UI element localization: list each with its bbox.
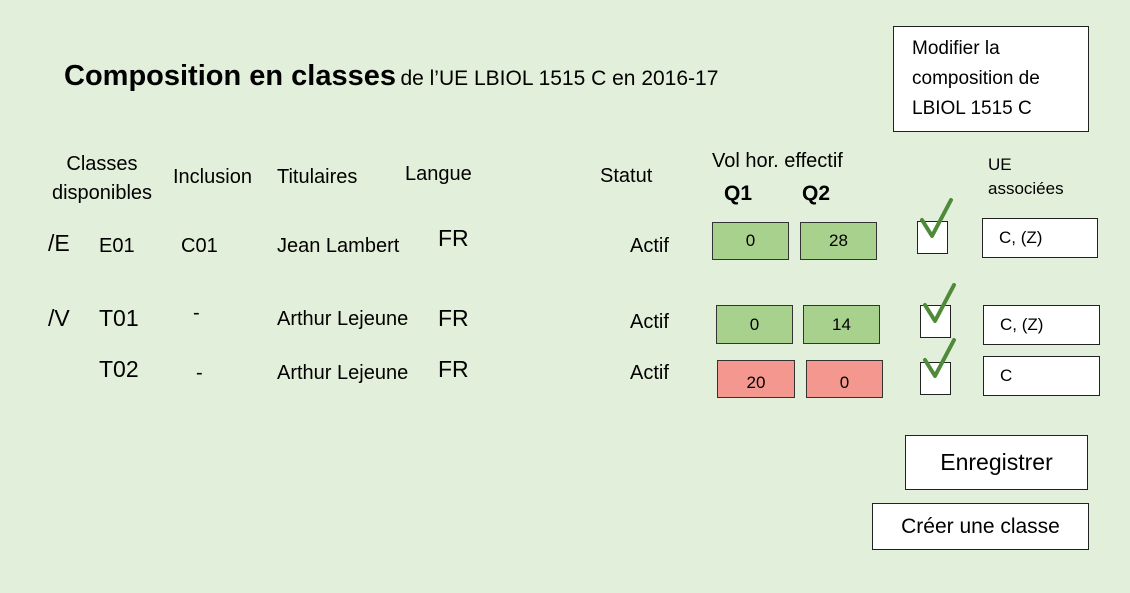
- row-t02-classe: T02: [99, 356, 139, 382]
- col-header-titulaires: Titulaires: [277, 166, 358, 188]
- col-header-q2: Q2: [802, 182, 831, 205]
- row-t01-q2-value[interactable]: 14: [803, 305, 880, 344]
- col-header-ue: UE associées: [988, 153, 1064, 201]
- group-label-v: /V: [48, 305, 70, 331]
- col-header-ue-line2: associées: [988, 179, 1064, 198]
- row-t02-langue: FR: [438, 356, 469, 382]
- row-t02-ue-field[interactable]: C: [983, 356, 1100, 396]
- checkmark-icon: [923, 283, 956, 323]
- col-header-langue: Langue: [405, 163, 472, 185]
- row-e01-titulaire: Jean Lambert: [277, 235, 400, 257]
- row-t01-classe: T01: [99, 305, 139, 331]
- row-e01-langue: FR: [438, 225, 469, 251]
- page-title: Composition en classes de l’UE LBIOL 151…: [64, 60, 718, 93]
- row-t02-inclusion: -: [196, 362, 203, 384]
- modify-composition-button[interactable]: Modifier la composition de LBIOL 1515 C: [893, 26, 1089, 132]
- row-t02-checkbox[interactable]: [920, 362, 951, 395]
- checkmark-icon: [923, 338, 956, 378]
- row-e01-checkbox[interactable]: [917, 221, 948, 254]
- row-t01-q1-value[interactable]: 0: [716, 305, 793, 344]
- row-t02-statut: Actif: [630, 362, 669, 384]
- row-e01-ue-field[interactable]: C, (Z): [982, 218, 1098, 258]
- row-t01-statut: Actif: [630, 311, 669, 333]
- row-t01-titulaire: Arthur Lejeune: [277, 308, 409, 330]
- title-subtitle: de l’UE LBIOL 1515 C en 2016-17: [400, 67, 719, 90]
- row-t02-q1-value[interactable]: 20: [717, 360, 795, 398]
- row-t01-inclusion: -: [193, 302, 200, 324]
- col-header-classes: Classes disponibles: [30, 150, 174, 208]
- row-e01-classe: E01: [99, 235, 135, 257]
- col-header-vol: Vol hor. effectif: [712, 150, 843, 172]
- row-e01-q2-value[interactable]: 28: [800, 222, 877, 260]
- col-header-inclusion: Inclusion: [173, 166, 252, 188]
- modify-line-3: LBIOL 1515 C: [912, 98, 1032, 119]
- row-e01-inclusion: C01: [181, 235, 218, 257]
- row-t02-q2-value[interactable]: 0: [806, 360, 883, 398]
- row-e01-q1-value[interactable]: 0: [712, 222, 789, 260]
- modify-line-1: Modifier la: [912, 38, 1000, 59]
- checkmark-icon: [920, 198, 953, 238]
- row-t02-titulaire: Arthur Lejeune: [277, 362, 409, 384]
- col-header-q1: Q1: [724, 182, 753, 205]
- modify-line-2: composition de: [912, 68, 1040, 89]
- title-main: Composition en classes: [64, 60, 396, 92]
- save-button[interactable]: Enregistrer: [905, 435, 1088, 490]
- col-header-classes-line2: disponibles: [51, 182, 153, 204]
- col-header-ue-line1: UE: [988, 155, 1012, 174]
- col-header-statut: Statut: [600, 165, 653, 187]
- group-label-e: /E: [48, 230, 70, 256]
- col-header-classes-line1: Classes: [66, 153, 138, 175]
- row-t01-langue: FR: [438, 305, 469, 331]
- row-t01-ue-field[interactable]: C, (Z): [983, 305, 1100, 345]
- create-class-button[interactable]: Créer une classe: [872, 503, 1089, 550]
- row-e01-statut: Actif: [630, 235, 669, 257]
